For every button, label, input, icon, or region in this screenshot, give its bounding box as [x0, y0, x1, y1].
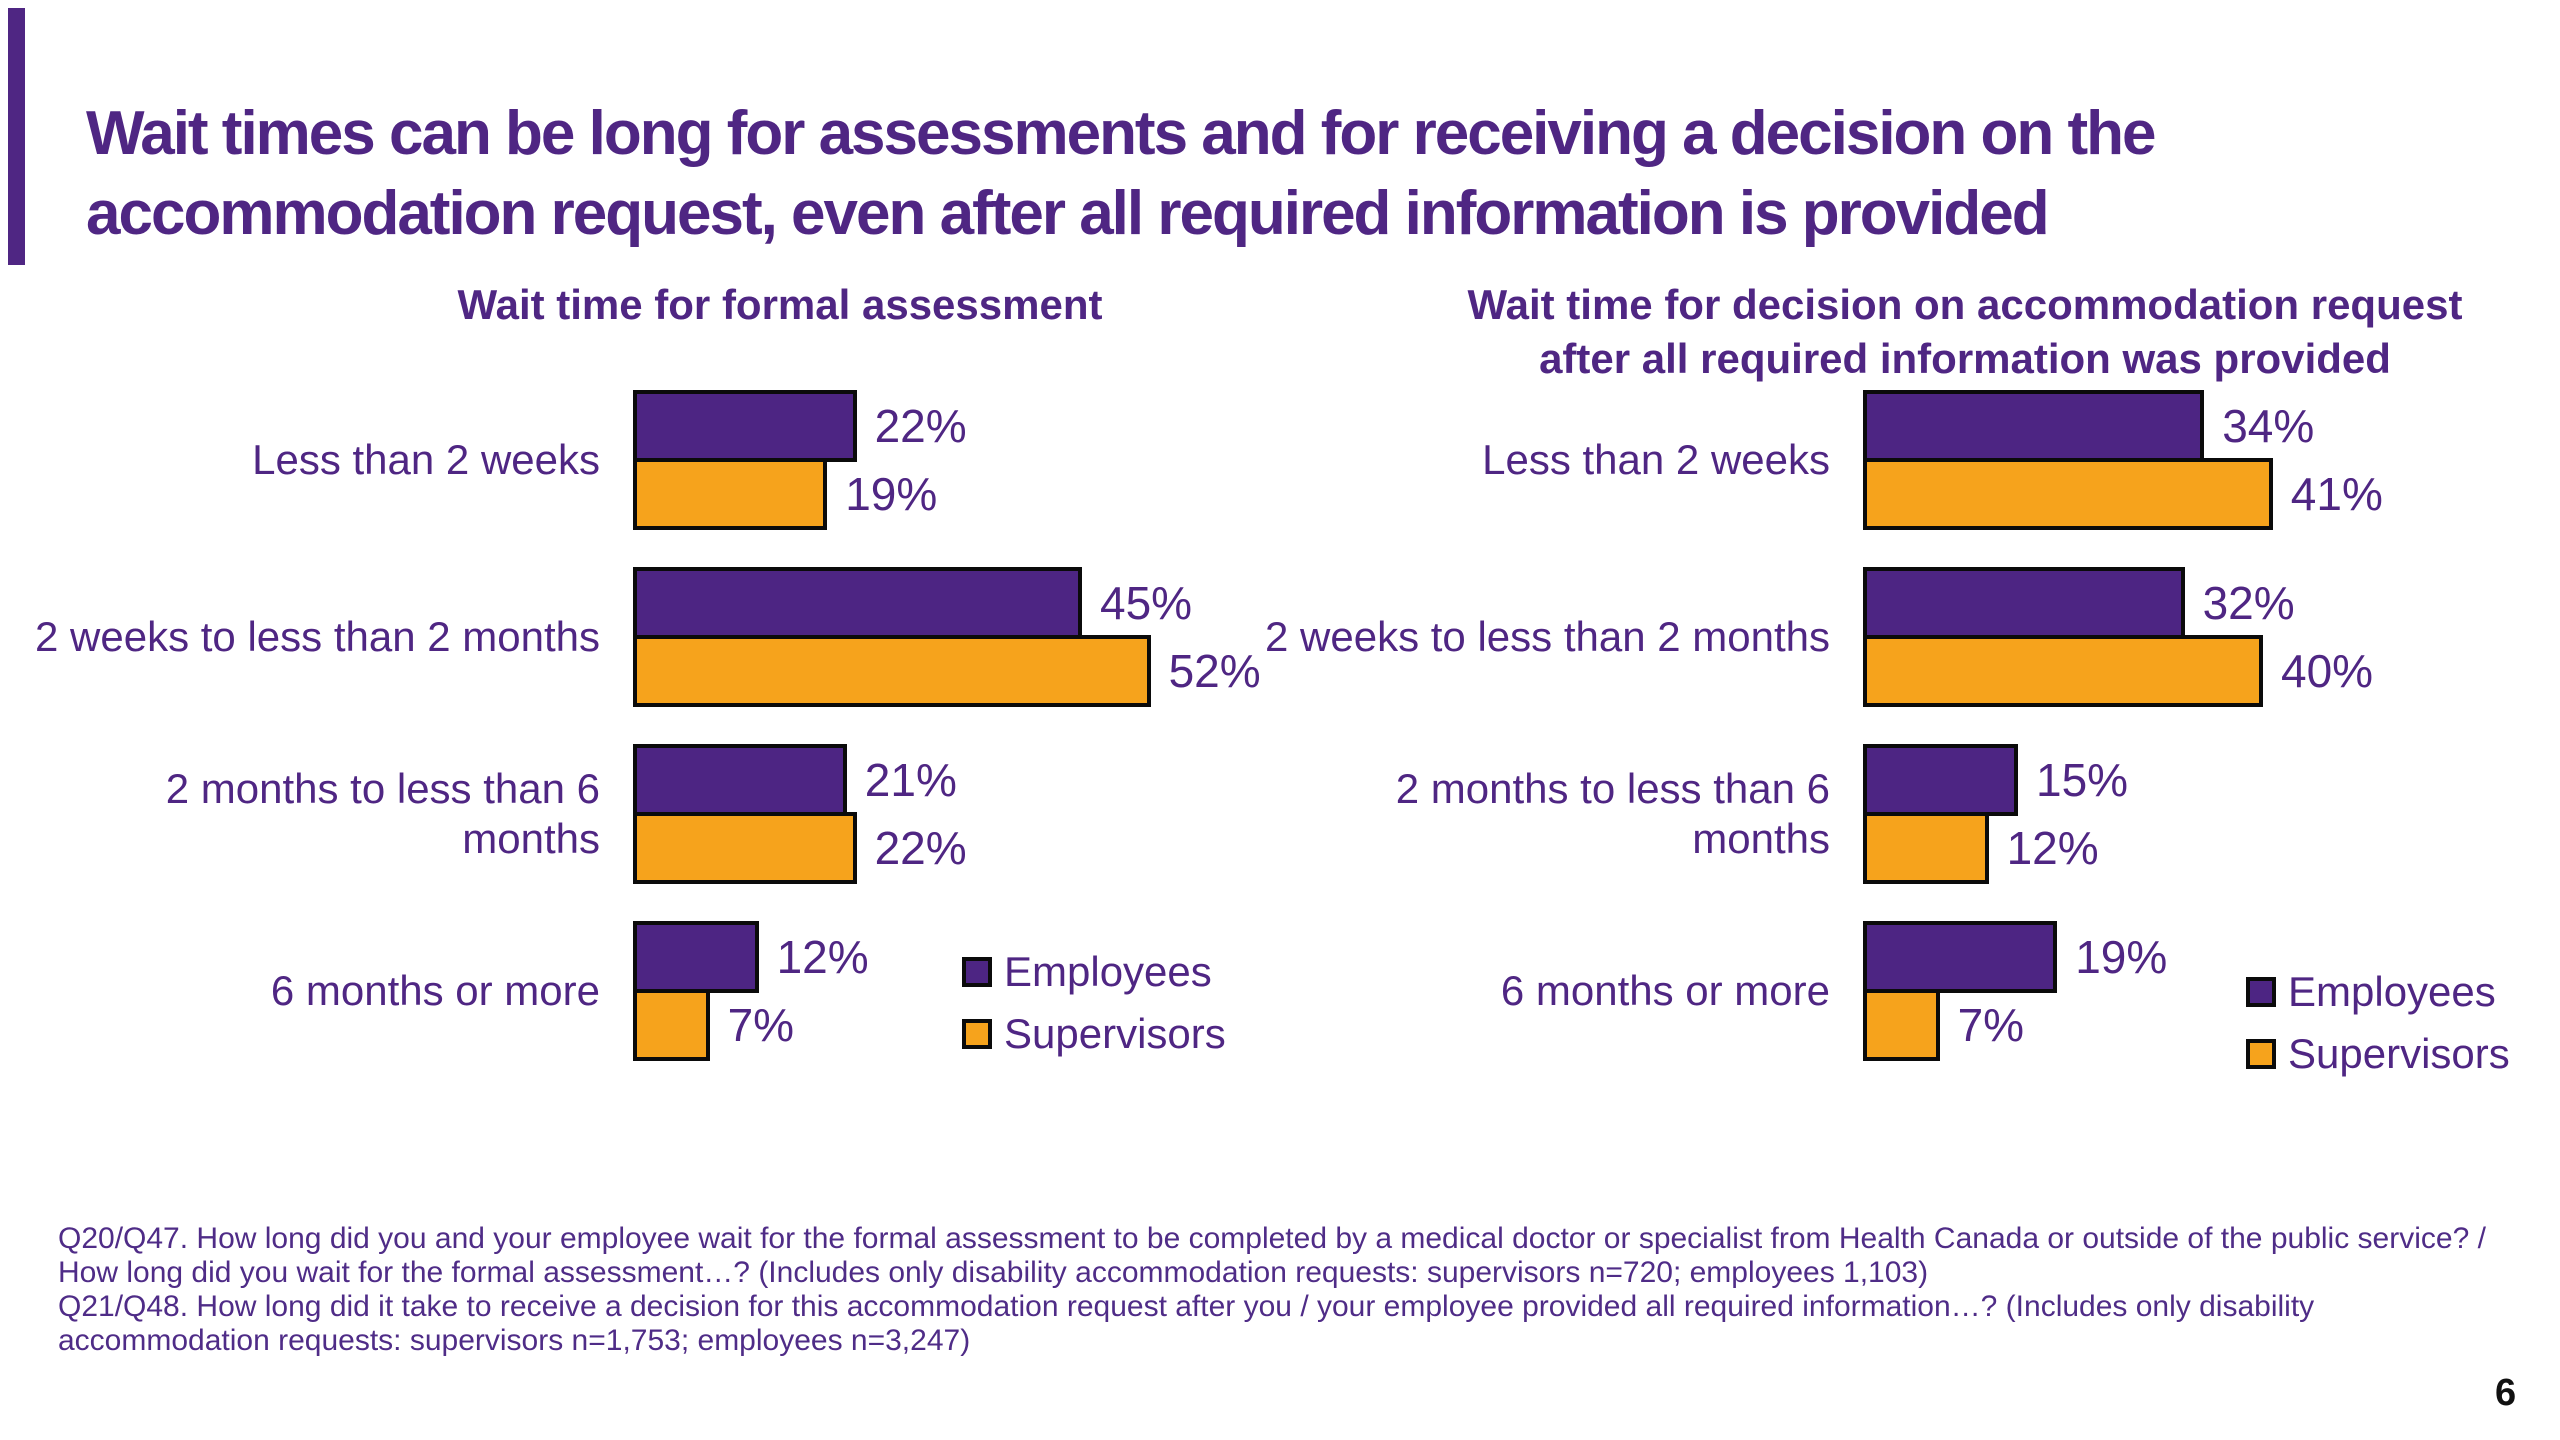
bar-employees: [1863, 921, 2058, 993]
value-label: 41%: [2290, 468, 2383, 520]
category-label: 2 weeks to less than 2 months: [1265, 613, 1830, 660]
bar-line: 45%: [633, 567, 1300, 639]
bar-pair: 45% 52%: [633, 567, 1300, 707]
chart-row: 2 months to less than 6 months 21% 22%: [0, 744, 1300, 884]
value-label: 32%: [2202, 577, 2295, 629]
bar-supervisors: [633, 812, 857, 884]
legend-label-supervisors: Supervisors: [1004, 1010, 1226, 1057]
bar-supervisors: [633, 635, 1151, 707]
footnote-line: Q21/Q48. How long did it take to receive…: [58, 1290, 2315, 1323]
bar-supervisors: [1863, 458, 2273, 530]
legend-item-supervisors: Supervisors: [2246, 1030, 2510, 1078]
bar-line: 21%: [633, 744, 1300, 816]
bar-supervisors: [1863, 635, 2263, 707]
bar-employees: [633, 390, 857, 462]
value-label: 22%: [874, 400, 967, 452]
legend-label-employees: Employees: [1004, 948, 1212, 995]
legend-item-employees: Employees: [2246, 968, 2510, 1016]
value-label: 34%: [2222, 400, 2315, 452]
page-number: 6: [2495, 1372, 2517, 1414]
bar-line: 22%: [633, 390, 1300, 462]
legend-label-employees: Employees: [2288, 968, 2496, 1015]
slide-title: Wait times can be long for assessments a…: [86, 98, 2157, 248]
value-label: 7%: [727, 999, 795, 1051]
bar-employees: [1863, 744, 2018, 816]
bar-line: 12%: [1863, 812, 2530, 884]
value-label: 7%: [1957, 999, 2025, 1051]
chart-row: Less than 2 weeks 34% 41%: [1230, 390, 2530, 530]
value-label: 52%: [1168, 645, 1261, 697]
chart-title-decision-wait: Wait time for decision on accommodation …: [1467, 281, 2463, 382]
chart-row: 2 months to less than 6 months 15% 12%: [1230, 744, 2530, 884]
footnote-line: accommodation requests: supervisors n=1,…: [58, 1324, 971, 1357]
category-label: 2 weeks to less than 2 months: [35, 613, 600, 660]
value-label: 15%: [2036, 754, 2129, 806]
category-label: 2 months to less than 6 months: [165, 765, 600, 862]
category-label: 6 months or more: [270, 967, 600, 1014]
bar-line: 32%: [1863, 567, 2530, 639]
bar-line: 19%: [1863, 921, 2530, 993]
value-label: 12%: [2006, 822, 2099, 874]
value-label: 45%: [1100, 577, 1193, 629]
value-label: 19%: [845, 468, 938, 520]
value-label: 19%: [2075, 931, 2168, 983]
value-label: 40%: [2281, 645, 2374, 697]
legend-item-supervisors: Supervisors: [962, 1010, 1226, 1058]
value-label: 22%: [874, 822, 967, 874]
chart-rows-formal-assessment: Less than 2 weeks 22% 19% 2 weeks to less t…: [0, 390, 1300, 1098]
bar-line: 34%: [1863, 390, 2530, 462]
bar-supervisors: [633, 458, 828, 530]
bar-pair: 19% 7%: [1863, 921, 2530, 1061]
category-label: 2 months to less than 6 months: [1395, 765, 1830, 862]
legend-item-employees: Employees: [962, 948, 1226, 996]
supervisors-swatch: [2246, 1039, 2276, 1069]
chart-title-formal-assessment: Wait time for formal assessment: [457, 281, 1103, 328]
bar-line: 15%: [1863, 744, 2530, 816]
value-label: 12%: [776, 931, 869, 983]
value-label: 21%: [864, 754, 957, 806]
bar-line: 52%: [633, 635, 1300, 707]
bar-pair: 34% 41%: [1863, 390, 2530, 530]
supervisors-swatch: [962, 1019, 992, 1049]
employees-swatch: [2246, 977, 2276, 1007]
category-label: 6 months or more: [1500, 967, 1830, 1014]
title-accent-bar: [8, 8, 25, 265]
bar-employees: [1863, 567, 2185, 639]
legend-label-supervisors: Supervisors: [2288, 1030, 2510, 1077]
employees-swatch: [962, 957, 992, 987]
footnote: Q20/Q47. How long did you and your emplo…: [58, 1222, 2508, 1358]
bar-employees: [633, 567, 1082, 639]
legend-formal-assessment: Employees Supervisors: [962, 948, 1226, 1072]
category-label: Less than 2 weeks: [252, 436, 600, 483]
bar-line: 40%: [1863, 635, 2530, 707]
bar-pair: 21% 22%: [633, 744, 1300, 884]
bar-employees: [633, 744, 847, 816]
bar-supervisors: [1863, 812, 1989, 884]
bar-employees: [1863, 390, 2205, 462]
footnote-line: How long did you wait for the formal ass…: [58, 1256, 1929, 1289]
category-label: Less than 2 weeks: [1482, 436, 1830, 483]
footnote-line: Q20/Q47. How long did you and your emplo…: [58, 1222, 2486, 1255]
bar-line: 41%: [1863, 458, 2530, 530]
bar-line: 19%: [633, 458, 1300, 530]
bar-line: 7%: [1863, 989, 2530, 1061]
bar-pair: 12% 7%: [633, 921, 1300, 1061]
bar-pair: 15% 12%: [1863, 744, 2530, 884]
bar-line: 12%: [633, 921, 1300, 993]
bar-line: 22%: [633, 812, 1300, 884]
chart-row: 2 weeks to less than 2 months 32% 40%: [1230, 567, 2530, 707]
chart-row: Less than 2 weeks 22% 19%: [0, 390, 1300, 530]
chart-row: 6 months or more 19% 7%: [1230, 921, 2530, 1061]
chart-row: 6 months or more 12% 7%: [0, 921, 1300, 1061]
chart-row: 2 weeks to less than 2 months 45% 52%: [0, 567, 1300, 707]
bar-pair: 32% 40%: [1863, 567, 2530, 707]
legend-decision-wait: Employees Supervisors: [2246, 968, 2510, 1092]
bar-employees: [633, 921, 759, 993]
chart-rows-decision-wait: Less than 2 weeks 34% 41% 2 weeks to less t…: [1230, 390, 2530, 1098]
bar-pair: 22% 19%: [633, 390, 1300, 530]
bar-line: 7%: [633, 989, 1300, 1061]
bar-supervisors: [1863, 989, 1940, 1061]
bar-supervisors: [633, 989, 710, 1061]
